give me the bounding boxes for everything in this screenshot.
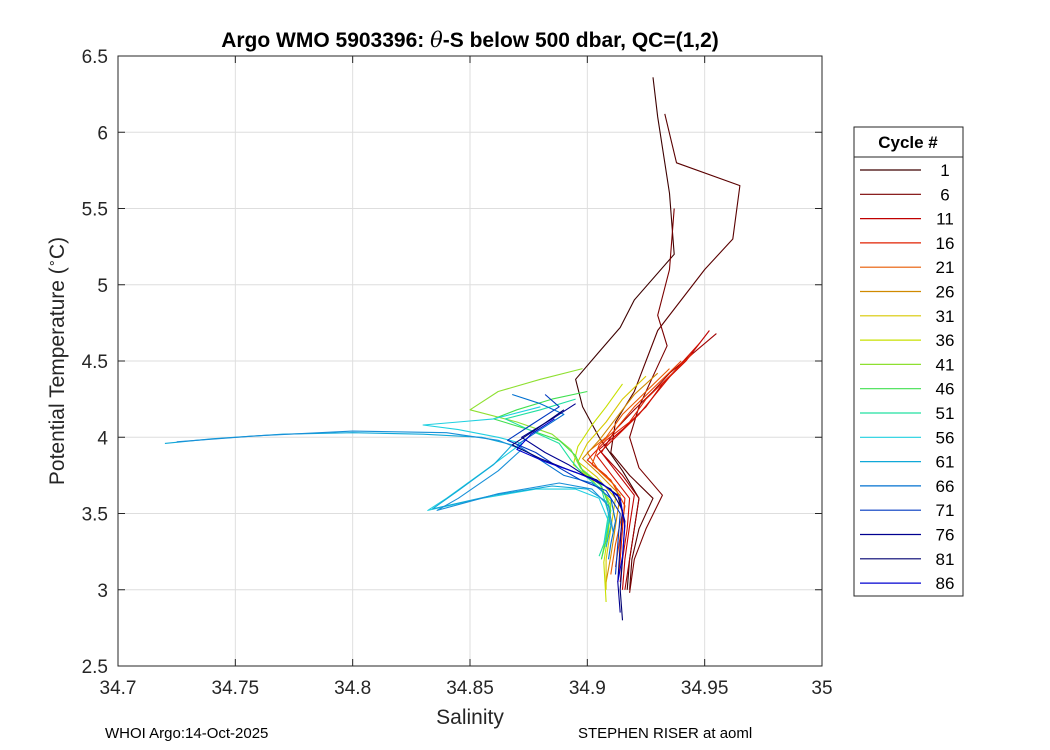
legend-label-cycle-66: 66: [936, 477, 955, 496]
legend-label-cycle-86: 86: [936, 574, 955, 593]
x-tick-label: 34.75: [212, 678, 260, 699]
x-tick-label: 34.7: [100, 678, 137, 699]
y-tick-label: 5: [97, 276, 108, 297]
series-line-cycle-16: [586, 353, 694, 583]
series-line-cycle-61: [164, 432, 612, 548]
series-line-cycle-81: [511, 409, 626, 621]
chart-title-suffix: -S below 500 dbar, QC=(1,2): [443, 29, 719, 52]
legend-label-cycle-6: 6: [940, 185, 949, 204]
series-line-cycle-21: [586, 368, 670, 575]
legend-label-cycle-36: 36: [936, 331, 955, 350]
y-tick-label: 2.5: [82, 657, 108, 678]
chart-title-prefix: Argo WMO 5903396:: [221, 29, 430, 52]
legend-label-cycle-61: 61: [936, 453, 955, 472]
y-axis-label: Potential Temperature (∘C): [44, 237, 69, 485]
footer-left-text: WHOI Argo:14-Oct-2025: [105, 725, 269, 742]
legend-label-cycle-1: 1: [940, 161, 949, 180]
series-line-cycle-41: [469, 368, 612, 560]
y-tick-label: 3: [97, 581, 108, 602]
series-line-cycle-56: [422, 406, 610, 545]
x-axis-label: Salinity: [436, 706, 504, 729]
series-line-cycle-19: [591, 360, 682, 567]
series-line-cycle-46: [492, 390, 612, 560]
legend-label-cycle-76: 76: [936, 526, 955, 545]
legend-label-cycle-56: 56: [936, 428, 955, 447]
footer-right-text: STEPHEN RISER at aoml: [578, 725, 753, 742]
x-tick-label: 34.8: [334, 678, 371, 699]
series-line-cycle-31: [577, 375, 647, 590]
legend-label-cycle-41: 41: [936, 355, 955, 374]
legend-label-cycle-21: 21: [936, 258, 955, 277]
series-lines: [164, 77, 741, 621]
x-tick-label: 34.85: [446, 678, 494, 699]
axes: 34.7 34.75 34.8 34.85 34.9 34.95 35 2.5 3 3.5 4 4.5…: [82, 47, 833, 699]
series-line-cycle-64: [176, 430, 614, 532]
y-tick-label: 4.5: [82, 352, 108, 373]
y-tick-label: 4: [97, 428, 108, 449]
series-line-cycle-26: [582, 372, 659, 583]
legend-label-cycle-16: 16: [936, 234, 955, 253]
series-line-cycle-66: [512, 393, 617, 560]
x-tick-label: 34.95: [681, 678, 729, 699]
series-line-cycle-14: [596, 342, 701, 583]
legend-label-cycle-26: 26: [936, 283, 955, 302]
series-line-cycle-3: [610, 113, 741, 590]
y-tick-label: 3.5: [82, 505, 108, 526]
chart-title-theta: θ: [430, 28, 443, 52]
legend-label-cycle-51: 51: [936, 404, 955, 423]
y-tick-label: 6: [97, 123, 108, 144]
legend-box: [853, 126, 964, 597]
series-line-cycle-6: [629, 208, 675, 593]
legend-label-cycle-81: 81: [936, 550, 955, 569]
grid-lines: [117, 55, 823, 667]
series-line-cycle-1: [575, 77, 675, 590]
chart-title: Argo WMO 5903396: θ-S below 500 dbar, QC…: [221, 28, 719, 52]
y-axis-label-degree: ∘: [44, 259, 59, 267]
series-line-cycle-71: [506, 394, 621, 575]
legend-label-cycle-31: 31: [936, 307, 955, 326]
y-axis-label-unit: C): [46, 237, 69, 259]
legend-title: Cycle #: [878, 133, 938, 152]
legend-label-cycle-11: 11: [936, 210, 954, 229]
series-line-cycle-51: [504, 398, 610, 557]
y-axis-label-main: Potential Temperature (: [46, 267, 69, 485]
series-line-cycle-86: [516, 418, 626, 583]
y-tick-label: 5.5: [82, 200, 108, 221]
y-tick-label: 6.5: [82, 47, 108, 68]
legend: Cycle # 16111621263136414651566166717681…: [853, 126, 964, 597]
x-tick-label: 34.9: [569, 678, 606, 699]
legend-label-cycle-71: 71: [936, 501, 955, 520]
x-tick-label: 35: [811, 678, 832, 699]
legend-label-cycle-46: 46: [936, 380, 955, 399]
